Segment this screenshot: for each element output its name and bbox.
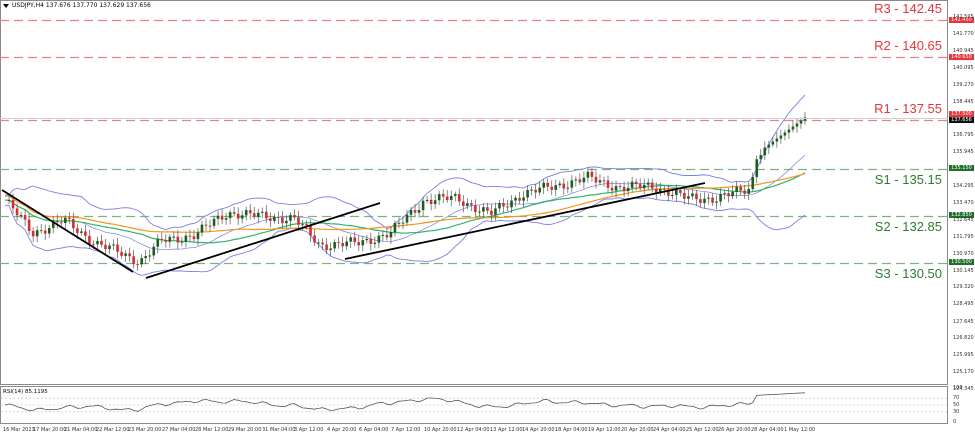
price-axis-tick: 140.945 xyxy=(953,47,974,54)
price-tag-r1: 137.500 xyxy=(949,111,974,117)
price-axis-tick: 126.820 xyxy=(953,335,974,342)
price-tag-r2: 140.650 xyxy=(949,54,974,60)
rsi-label: RSI(14) 85.1195 xyxy=(3,389,48,395)
price-axis-tick: 135.945 xyxy=(953,149,974,156)
main-plot-frame xyxy=(0,0,948,385)
time-axis-tick: 28 Apr 04:00 xyxy=(751,427,784,433)
price-axis-tick: 140.095 xyxy=(953,64,974,71)
price-tag-s1: 135.150 xyxy=(949,165,974,171)
time-axis-tick: 29 Mar 20:00 xyxy=(228,427,262,433)
time-axis-tick: 7 Apr 12:00 xyxy=(391,427,421,433)
price-axis-tick: 130.970 xyxy=(953,250,974,257)
bollinger-lower xyxy=(4,197,806,276)
trendlines[interactable] xyxy=(1,182,706,279)
time-axis-tick: 18 Apr 04:00 xyxy=(555,427,588,433)
price-axis-tick: 125.995 xyxy=(953,352,974,359)
price-axis-tick: 125.170 xyxy=(953,368,974,375)
level-label-s1: S1 - 135.15 xyxy=(874,172,942,187)
price-axis-tick: 136.795 xyxy=(953,132,974,139)
bollinger-upper xyxy=(4,94,806,230)
time-axis-tick: 19 Apr 12:00 xyxy=(588,427,621,433)
bollinger-bands xyxy=(4,94,806,276)
price-axis-tick: 139.270 xyxy=(953,81,974,88)
price-axis-tick: 131.795 xyxy=(953,233,974,240)
level-label-s3: S3 - 130.50 xyxy=(874,266,942,281)
level-label-s2: S2 - 132.85 xyxy=(874,219,942,234)
rsi-axis-tick: 70 xyxy=(953,395,960,402)
ma-orange xyxy=(4,173,806,233)
level-label-r1: R1 - 137.55 xyxy=(874,101,942,116)
price-tag-r3: 142.450 xyxy=(949,17,974,23)
symbol-ohlc: USDJPY,H4 137.676 137.770 137.629 137.65… xyxy=(12,2,151,9)
time-axis-tick: 25 Apr 12:00 xyxy=(686,427,719,433)
time-axis-tick: 22 Mar 12:00 xyxy=(96,427,130,433)
time-axis-tick: 10 Apr 20:00 xyxy=(424,427,457,433)
rsi-axis-tick: 100 xyxy=(953,385,963,391)
price-axis-tick: 134.295 xyxy=(953,183,974,190)
time-axis-tick: 16 Mar 2023 xyxy=(3,427,35,433)
time-axis-tick: 13 Apr 12:00 xyxy=(490,427,523,433)
price-tag-s3: 130.500 xyxy=(949,259,974,265)
ma-green xyxy=(4,172,806,244)
candlesticks xyxy=(7,111,807,271)
time-axis-tick: 27 Mar 04:00 xyxy=(162,427,196,433)
rsi-line xyxy=(4,392,806,412)
rsi-axis-tick: 0 xyxy=(953,419,957,425)
price-axis-tick: 133.470 xyxy=(953,199,974,206)
time-axis-tick: 3 Apr 12:00 xyxy=(294,427,324,433)
price-axis-tick: 142.595 xyxy=(953,14,974,20)
time-axis-tick: 1 May 12:00 xyxy=(784,427,816,433)
trendline-1[interactable] xyxy=(1,189,134,273)
price-axis-tick: 138.445 xyxy=(953,98,974,105)
time-axis-tick: 20 Apr 20:00 xyxy=(621,427,654,433)
trendline-3[interactable] xyxy=(344,182,706,260)
time-axis-tick: 6 Apr 04:00 xyxy=(359,427,389,433)
price-axis-tick: 130.145 xyxy=(953,267,974,274)
time-axis-tick: 28 Mar 12:00 xyxy=(195,427,229,433)
moving-averages xyxy=(4,172,806,244)
time-axis-tick: 24 Apr 04:00 xyxy=(653,427,686,433)
symbol-header: USDJPY,H4 137.676 137.770 137.629 137.65… xyxy=(3,2,151,9)
time-axis-tick: 21 Mar 04:00 xyxy=(64,427,98,433)
price-axis-tick: 129.320 xyxy=(953,284,974,291)
price-axis-tick: 128.495 xyxy=(953,301,974,308)
time-axis-tick: 12 Apr 04:00 xyxy=(457,427,490,433)
time-axis-tick: 4 Apr 20:00 xyxy=(327,427,357,433)
level-label-r3: R3 - 142.45 xyxy=(874,1,942,16)
price-axis-tick: 132.645 xyxy=(953,216,974,223)
rsi-axis-tick: 50 xyxy=(953,402,960,408)
collapse-triangle-icon[interactable] xyxy=(3,3,9,8)
rsi-axis-tick: 30 xyxy=(953,408,960,415)
price-axis-tick: 127.645 xyxy=(953,318,974,325)
price-axis-tick: 141.770 xyxy=(953,30,974,37)
price-axis-tick: 124.345 xyxy=(953,385,974,392)
time-axis-tick: 17 Mar 20:00 xyxy=(33,427,67,433)
level-label-r2: R2 - 140.65 xyxy=(874,38,942,53)
time-axis-tick: 14 Apr 20:00 xyxy=(522,427,555,433)
time-axis-tick: 26 Apr 20:00 xyxy=(718,427,751,433)
price-tag-current: 137.656 xyxy=(949,117,974,123)
rsi-indicator xyxy=(1,392,947,413)
price-tag-s2: 132.850 xyxy=(949,212,974,218)
bollinger-mid xyxy=(4,154,806,251)
trendline-2[interactable] xyxy=(145,202,381,279)
time-axis-tick: 31 Mar 04:00 xyxy=(262,427,296,433)
time-axis-tick: 23 Mar 20:00 xyxy=(128,427,162,433)
